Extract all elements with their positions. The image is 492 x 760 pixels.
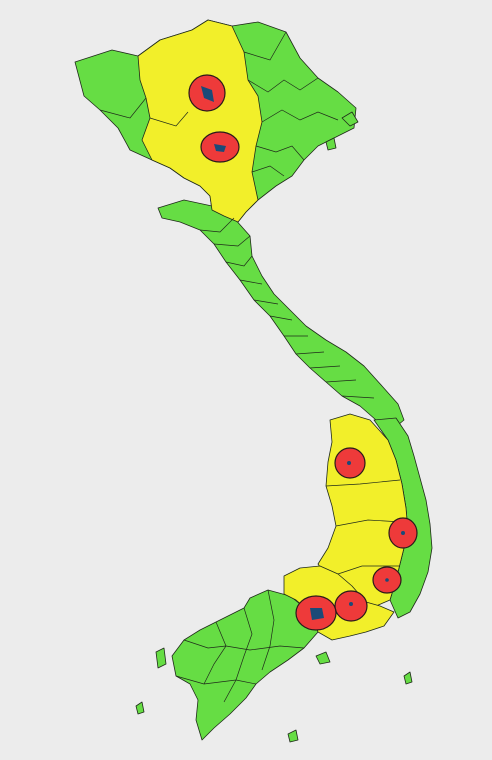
hotspot-6 <box>334 590 368 622</box>
hotspot-5 <box>372 566 402 594</box>
high-risk-hotspots <box>188 74 418 631</box>
hotspot-4 <box>388 517 418 549</box>
hotspot-3 <box>334 447 366 479</box>
hotspot-1 <box>188 74 226 112</box>
northwest-zone <box>137 19 263 223</box>
hotspot-7 <box>295 595 337 631</box>
province-borders <box>99 31 403 703</box>
hotspot-2 <box>200 131 240 163</box>
north-central-region <box>157 199 405 431</box>
islands <box>135 111 413 743</box>
